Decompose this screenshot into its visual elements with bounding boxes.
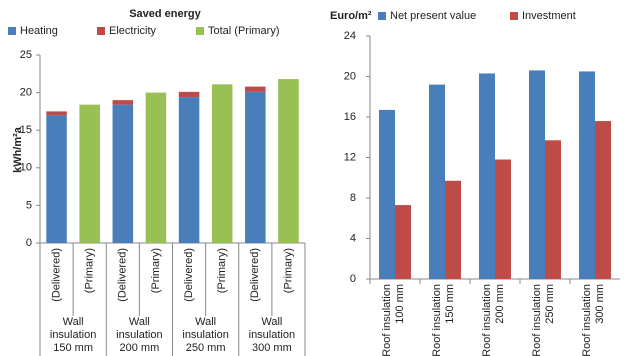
legend-label: Electricity <box>109 25 157 37</box>
legend-label: Investment <box>522 10 576 22</box>
legend-label: Heating <box>20 25 58 37</box>
x-tick-label: (Delivered) <box>183 248 195 302</box>
y-tick-label: 10 <box>20 162 32 174</box>
x-tick-label: (Primary) <box>216 248 228 293</box>
y-tick-label: 0 <box>26 237 32 249</box>
y-tick-label: 25 <box>20 49 32 61</box>
bar <box>529 70 545 279</box>
legend-label: Net present value <box>390 10 476 22</box>
legend-label: Total (Primary) <box>208 25 280 37</box>
bar <box>545 140 561 279</box>
x-tick-label: Roof insulation 150 mm <box>431 284 456 356</box>
bar <box>379 109 395 279</box>
bar-segment <box>178 91 200 98</box>
bar <box>445 180 461 279</box>
y-tick-label: 12 <box>344 151 356 163</box>
x-tick-label: (Delivered) <box>50 248 62 302</box>
y-tick-label: 5 <box>26 199 32 211</box>
y-tick-label: 24 <box>344 30 356 42</box>
bar-segment <box>211 84 233 243</box>
y-tick-label: 20 <box>344 70 356 82</box>
bar <box>595 121 611 279</box>
bar-segment <box>245 86 266 92</box>
y-tick-label: 16 <box>344 111 356 123</box>
group-label: Wall insulation 200 mm <box>116 316 163 354</box>
x-tick-label: Roof insulation 100 mm <box>381 284 406 356</box>
legend-swatch <box>510 12 518 20</box>
bar-segment <box>278 79 299 244</box>
bar-segment <box>112 100 134 105</box>
legend-swatch <box>196 27 204 35</box>
group-label: Wall insulation 150 mm <box>49 316 97 354</box>
bar-segment <box>46 115 67 243</box>
y-tick-label: 4 <box>350 232 356 244</box>
group-label: Wall insulation 300 mm <box>248 316 296 354</box>
bar-segment <box>46 111 67 116</box>
x-tick-label: (Primary) <box>282 248 294 293</box>
y-tick-label: 8 <box>350 192 356 204</box>
group-label: Wall insulation 250 mm <box>182 316 229 354</box>
chart-title: Saved energy <box>129 8 201 20</box>
y-tick-label: 20 <box>20 87 32 99</box>
bar <box>479 73 495 280</box>
bar-segment <box>178 97 200 243</box>
x-tick-label: (Delivered) <box>249 248 261 302</box>
y-axis-label: Euro/m² <box>330 10 372 22</box>
bar-segment <box>112 104 134 243</box>
x-tick-label: (Delivered) <box>117 248 129 302</box>
legend-swatch <box>8 27 16 35</box>
bar-segment <box>145 92 167 243</box>
bar <box>495 159 511 279</box>
bar <box>395 205 411 279</box>
bar-segment <box>79 104 100 243</box>
legend-swatch <box>97 27 105 35</box>
y-axis-label: kWh/m²a <box>12 126 24 173</box>
x-tick-label: Roof insulation 250 mm <box>531 284 556 356</box>
y-tick-label: 0 <box>350 273 356 285</box>
bar-segment <box>245 91 266 244</box>
bar <box>579 71 595 279</box>
bar <box>429 84 445 279</box>
x-tick-label: Roof insulation 200 mm <box>481 284 506 356</box>
x-tick-label: (Primary) <box>84 248 96 293</box>
x-tick-label: Roof insulation 300 mm <box>581 284 606 356</box>
x-tick-label: (Primary) <box>150 248 162 293</box>
legend-swatch <box>378 12 386 20</box>
y-tick-label: 15 <box>20 124 32 136</box>
